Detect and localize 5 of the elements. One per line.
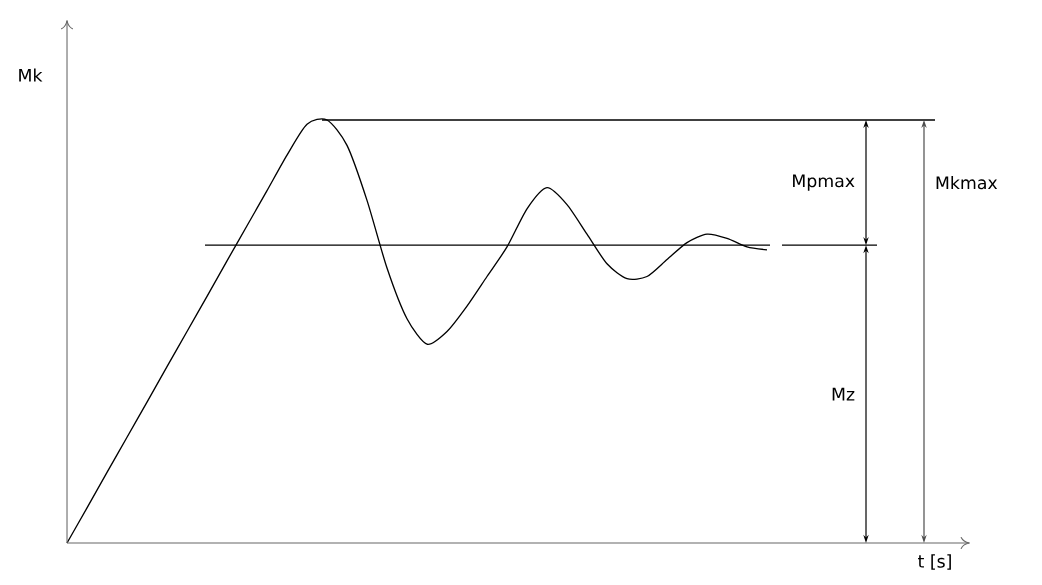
x-axis-title: t [s] [918,554,951,570]
y-axis-title: Mk [19,68,43,82]
annotation: Mkmax [936,175,998,190]
annotation: Mz [832,387,855,401]
annotation: Mpmax [793,174,855,191]
